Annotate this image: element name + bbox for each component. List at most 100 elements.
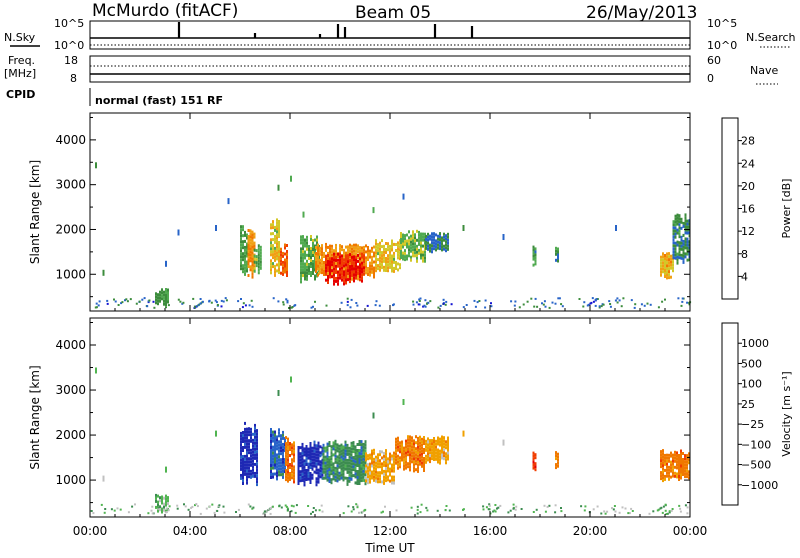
echo-cell xyxy=(364,449,367,453)
echo-cell xyxy=(557,259,559,263)
echo-cell xyxy=(252,456,254,460)
echo-cell xyxy=(400,238,402,241)
ground-speckle xyxy=(609,305,612,308)
echo-cell xyxy=(291,461,293,465)
echo-cell xyxy=(371,461,373,465)
echo-cell xyxy=(348,473,351,477)
echo-cell xyxy=(664,257,666,260)
echo-cell xyxy=(385,269,387,272)
echo-cell xyxy=(256,474,258,478)
echo-cell xyxy=(445,440,447,444)
echo-cell xyxy=(682,239,685,243)
echo-cell xyxy=(414,245,416,249)
echo-cell xyxy=(285,436,287,440)
echo-cell xyxy=(330,469,333,473)
echo-cell xyxy=(248,463,250,467)
echo-cell xyxy=(155,298,157,302)
echo-cell xyxy=(419,450,421,454)
ground-speckle xyxy=(592,508,595,511)
echo-cell xyxy=(246,236,248,240)
echo-cell xyxy=(433,440,435,443)
echo-cell xyxy=(293,444,295,448)
ground-speckle xyxy=(143,297,146,300)
ground-speckle xyxy=(598,306,601,309)
echo-cell xyxy=(334,442,337,446)
echo-cell xyxy=(319,460,322,464)
ground-speckle xyxy=(250,299,253,302)
echo-cell xyxy=(404,234,406,238)
echo-cell xyxy=(161,291,163,295)
echo-cell xyxy=(371,455,373,459)
echo-cell xyxy=(385,479,387,483)
echo-cell xyxy=(402,239,404,243)
echo-cell xyxy=(334,478,337,482)
echo-cell xyxy=(367,252,369,255)
echo-cell xyxy=(317,444,320,448)
echo-cell xyxy=(163,296,165,300)
echo-cell xyxy=(403,461,405,465)
echo-cell xyxy=(270,455,272,458)
echo-cell xyxy=(256,456,258,460)
noise-tick-right-top: 10^5 xyxy=(707,17,737,30)
echo-cell xyxy=(664,269,666,272)
echo-cell xyxy=(352,450,355,454)
echo-cell xyxy=(259,245,262,249)
echo-cell xyxy=(678,229,681,233)
echo-cell xyxy=(365,470,367,474)
echo-cell xyxy=(276,444,278,448)
echo-cell xyxy=(324,455,327,459)
echo-cell xyxy=(307,465,310,469)
echo-cell xyxy=(287,446,289,450)
echo-cell xyxy=(270,461,272,464)
echo-point xyxy=(102,269,105,276)
echo-cell xyxy=(379,259,381,263)
echo-cell xyxy=(668,453,670,457)
echo-cell xyxy=(346,476,349,480)
ground-speckle xyxy=(677,297,680,300)
ground-speckle xyxy=(661,511,664,514)
echo-cell xyxy=(155,292,157,296)
echo-cell xyxy=(361,249,363,253)
station-title: McMurdo (fitACF) xyxy=(92,1,238,21)
echo-cell xyxy=(358,449,361,452)
echo-cell xyxy=(405,460,407,464)
echo-cell xyxy=(276,477,278,481)
echo-cell xyxy=(284,264,286,268)
ground-speckle xyxy=(159,506,162,508)
echo-cell xyxy=(274,225,276,229)
echo-region xyxy=(400,229,426,263)
echo-cell xyxy=(406,245,408,249)
echo-cell xyxy=(668,459,670,463)
ground-speckle xyxy=(364,508,367,511)
echo-cell xyxy=(278,452,280,456)
echo-cell xyxy=(280,440,282,444)
echo-cell xyxy=(405,463,407,467)
echo-cell xyxy=(317,462,320,466)
echo-cell xyxy=(328,441,331,444)
echo-cell xyxy=(336,479,339,483)
echo-cell xyxy=(349,265,351,269)
echo-cell xyxy=(337,264,339,268)
echo-cell xyxy=(313,461,316,465)
echo-cell xyxy=(359,272,361,276)
ground-speckle xyxy=(347,505,350,508)
echo-cell xyxy=(445,234,447,238)
echo-cell xyxy=(254,429,256,433)
echo-cell xyxy=(337,270,339,274)
echo-cell xyxy=(344,440,347,444)
echo-cell xyxy=(400,232,402,235)
echo-cell xyxy=(250,472,252,476)
echo-cell xyxy=(672,250,675,254)
colorbar-tick-label: 12 xyxy=(741,225,755,238)
echo-cell xyxy=(247,274,250,277)
echo-cell xyxy=(331,257,333,261)
echo-cell xyxy=(425,234,427,238)
echo-cell xyxy=(270,232,272,236)
cpid-label: CPID xyxy=(6,88,35,101)
echo-cell xyxy=(257,247,260,251)
echo-cell xyxy=(427,455,429,459)
echo-cell xyxy=(684,472,686,476)
echo-cell xyxy=(363,266,365,270)
echo-cell xyxy=(247,238,250,241)
echo-cell xyxy=(355,255,357,259)
